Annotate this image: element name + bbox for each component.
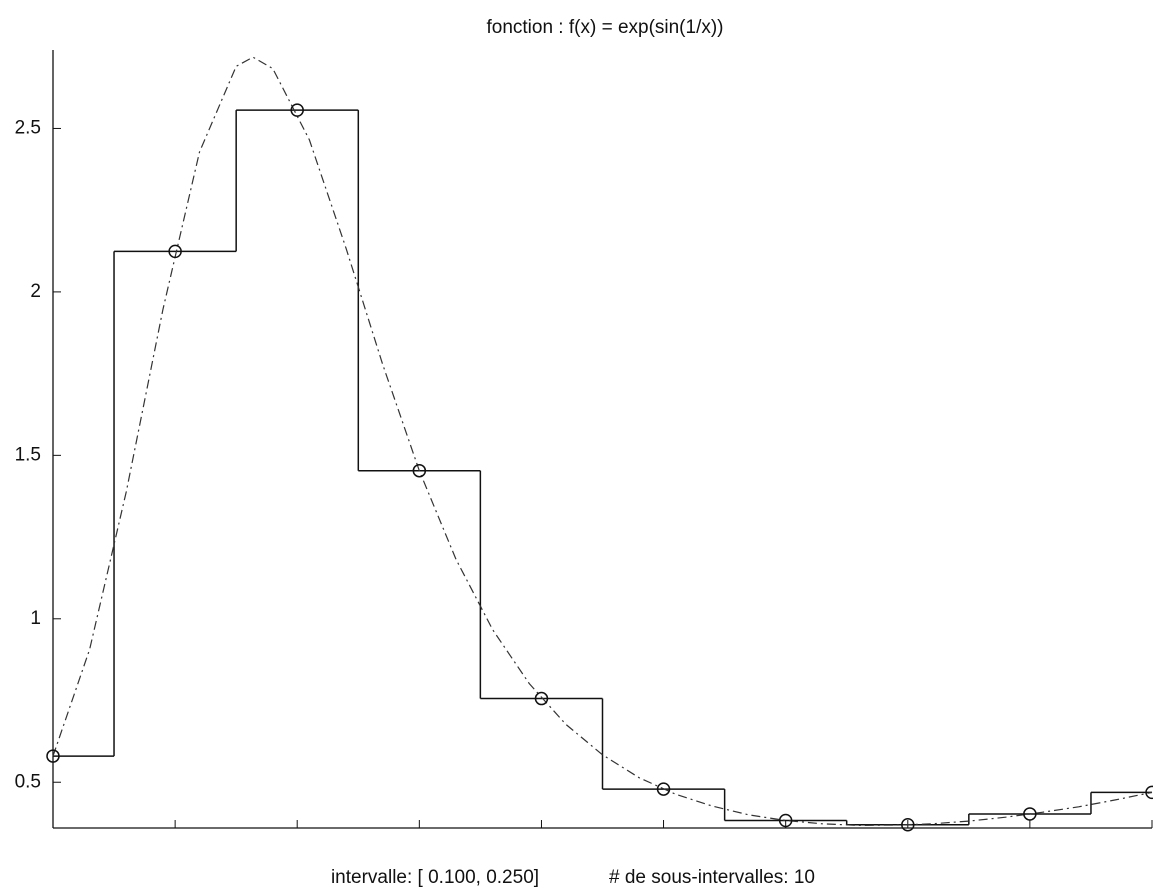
y-tick-label: 2.5 [15,117,41,138]
y-tick-label: 2 [30,281,41,302]
sample-point [1145,785,1153,800]
x-axis-label: intervalle: [ 0.100, 0.250] [331,867,539,888]
sample-point [1023,807,1037,821]
y-tick-label: 1.5 [15,444,41,465]
sample-point [534,691,549,706]
y-tick-label: 1 [30,608,41,629]
x-axis-label: # de sous-intervalles: 10 [609,867,815,888]
sample-point [412,463,427,478]
sample-point [168,244,182,259]
chart-title: fonction : f(x) = exp(sin(1/x)) [486,17,723,38]
sample-point [290,103,304,117]
sample-point [46,749,60,763]
sample-point [901,817,915,832]
sample-point [656,782,671,796]
y-tick-label: 0.5 [15,771,41,792]
sample-point [778,813,793,828]
function-curve [52,56,1153,827]
